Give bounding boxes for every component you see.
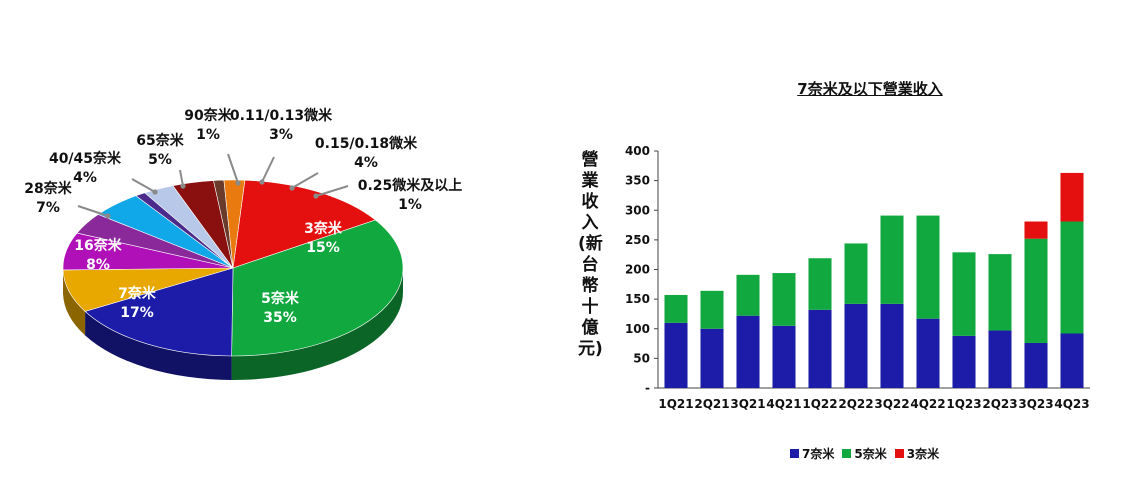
stacked-bar-chart: - 50 100 150 200 250 300 350 400 1Q21 2Q21 3Q21 4Q21…	[625, 144, 1090, 411]
pie-label-1: 5奈米 35%	[261, 290, 300, 326]
legend-swatch-5nm	[842, 449, 852, 458]
pie-leader-dot-9	[289, 185, 295, 191]
pie-leader-dot-7	[235, 180, 241, 186]
x-tick-label: 3Q21	[730, 397, 765, 411]
bar-4Q23-7奈米	[1060, 333, 1084, 388]
pie-slice-0	[232, 179, 377, 269]
pie-leader-4	[77, 205, 109, 217]
legend-item-7nm: 7奈米	[790, 445, 834, 462]
bar-1Q21-5奈米	[664, 294, 688, 323]
pie-leader-10	[315, 185, 349, 197]
bar-1Q22-5奈米	[808, 258, 832, 310]
pie-slice-2	[84, 267, 234, 357]
x-tick-label: 4Q21	[766, 397, 801, 411]
pie-side-2	[85, 311, 232, 380]
x-tick-label: 1Q22	[802, 397, 837, 411]
bar-1Q23-7奈米	[952, 335, 976, 388]
x-tick-label: 2Q21	[694, 397, 729, 411]
pie-leader-dot-8	[259, 179, 265, 185]
bar-2Q22-7奈米	[844, 303, 868, 388]
pie-leader-dot-5	[152, 189, 158, 195]
pie-leader-dot-10	[313, 193, 319, 199]
bar-2Q23-7奈米	[988, 330, 1012, 388]
pie-label-3: 16奈米 8%	[74, 237, 122, 273]
bar-4Q23-3奈米	[1060, 172, 1084, 222]
pie-leader-dot-6	[180, 183, 186, 189]
pie-slice-1	[231, 219, 404, 357]
pie-label-2: 7奈米 17%	[118, 285, 157, 321]
bar-2Q23-5奈米	[988, 254, 1012, 331]
y-tick-label: 250	[625, 233, 650, 247]
bar-chart-ylabel: 營業收入(新台幣十億元)	[578, 150, 603, 359]
pie-label-6: 65奈米 5%	[136, 132, 184, 168]
pie-label-5: 40/45奈米 4%	[49, 150, 122, 186]
bar-4Q21-7奈米	[772, 325, 796, 388]
pie-chart: 3奈米 15%5奈米 35% 7奈米 17% 16奈米 8%28奈米 7%40/45奈米 4% 6…	[24, 107, 463, 381]
bar-3Q22-5奈米	[880, 215, 904, 304]
pie-leader-5	[131, 178, 156, 193]
bar-3Q22-7奈米	[880, 303, 904, 388]
y-tick-label: 400	[625, 144, 650, 158]
bar-2Q21-5奈米	[700, 290, 724, 329]
bar-chart-legend: 7奈米 5奈米 3奈米	[790, 445, 939, 462]
y-tick-label: 350	[625, 174, 650, 188]
bar-1Q22-7奈米	[808, 309, 832, 388]
pie-side-1	[231, 268, 403, 381]
y-tick-label: 50	[633, 351, 650, 365]
pie-leader-8	[261, 156, 275, 183]
pie-label-8: 0.11/0.13微米 3%	[230, 107, 333, 143]
x-tick-label: 3Q22	[874, 397, 909, 411]
pie-label-4: 28奈米 7%	[24, 180, 72, 216]
y-tick-label: 300	[625, 203, 650, 217]
x-tick-label: 1Q23	[946, 397, 981, 411]
bar-4Q21-5奈米	[772, 273, 796, 326]
pie-label-10: 0.25微米及以上 1%	[358, 177, 463, 213]
legend-item-3nm: 3奈米	[894, 445, 940, 462]
bar-2Q21-7奈米	[700, 328, 724, 388]
pie-leader-dot-4	[105, 213, 111, 219]
bar-3Q23-7奈米	[1024, 342, 1048, 388]
legend-label-3nm: 3奈米	[906, 447, 940, 461]
bar-1Q23-5奈米	[952, 252, 976, 336]
x-tick-label: 3Q23	[1018, 397, 1053, 411]
x-tick-label: 2Q23	[982, 397, 1017, 411]
bar-1Q21-7奈米	[664, 322, 688, 388]
bar-3Q23-5奈米	[1024, 238, 1048, 343]
legend-label-5nm: 5奈米	[854, 447, 887, 461]
legend-item-5nm: 5奈米	[842, 445, 887, 462]
y-tick-label: 100	[625, 322, 650, 336]
legend-swatch-3nm	[894, 449, 904, 458]
bar-4Q22-7奈米	[916, 318, 940, 388]
x-tick-label: 4Q22	[910, 397, 945, 411]
bar-chart-title: 7奈米及以下營業收入	[797, 80, 943, 98]
pie-leader-9	[291, 172, 319, 189]
pie-side-3	[63, 269, 86, 336]
y-tick-label: 200	[625, 263, 650, 277]
bar-4Q23-5奈米	[1060, 221, 1084, 334]
pie-label-9: 0.15/0.18微米 4%	[315, 135, 418, 171]
x-tick-label: 1Q21	[658, 397, 693, 411]
legend-swatch-7nm	[790, 449, 799, 458]
bar-3Q21-7奈米	[736, 315, 760, 388]
pie-label-7: 90奈米 1%	[184, 107, 232, 143]
pie-leader-7	[227, 153, 239, 184]
bar-3Q23-3奈米	[1024, 221, 1048, 239]
bar-3Q21-5奈米	[736, 274, 760, 316]
pie-leader-6	[179, 169, 184, 187]
bar-2Q22-5奈米	[844, 243, 868, 304]
pie-slice-extra	[223, 179, 246, 269]
bar-4Q22-5奈米	[916, 215, 940, 319]
legend-label-7nm: 7奈米	[802, 447, 835, 461]
y-tick-label: 150	[625, 292, 650, 306]
pie-label-0: 3奈米 15%	[304, 220, 343, 256]
x-tick-label: 4Q23	[1054, 397, 1089, 411]
x-tick-label: 2Q22	[838, 397, 873, 411]
y-tick-label: -	[645, 381, 650, 395]
